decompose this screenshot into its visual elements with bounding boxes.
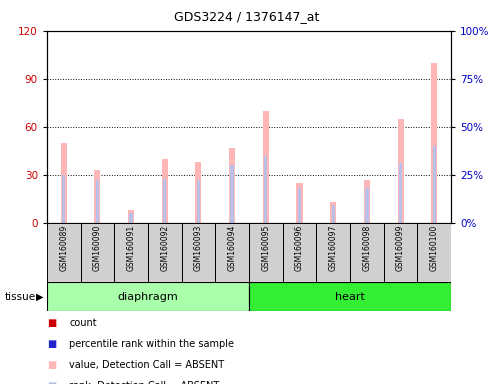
Bar xyxy=(282,223,317,282)
Text: ■: ■ xyxy=(47,339,56,349)
Text: tissue: tissue xyxy=(5,291,36,302)
Bar xyxy=(298,188,301,223)
Bar xyxy=(47,282,249,311)
Text: GSM160096: GSM160096 xyxy=(295,225,304,271)
Text: ■: ■ xyxy=(47,360,56,370)
Bar xyxy=(264,156,268,223)
Bar xyxy=(399,163,402,223)
Bar xyxy=(432,146,436,223)
Bar xyxy=(397,119,404,223)
Bar xyxy=(350,223,384,282)
Text: GSM160098: GSM160098 xyxy=(362,225,371,271)
Text: GSM160094: GSM160094 xyxy=(228,225,237,271)
Text: ▶: ▶ xyxy=(35,291,43,302)
Bar xyxy=(62,175,66,223)
Text: ■: ■ xyxy=(47,381,56,384)
Text: diaphragm: diaphragm xyxy=(117,291,178,302)
Text: percentile rank within the sample: percentile rank within the sample xyxy=(69,339,234,349)
Text: heart: heart xyxy=(335,291,365,302)
Bar xyxy=(163,179,167,223)
Bar xyxy=(128,210,134,223)
Bar xyxy=(365,188,369,223)
Bar xyxy=(229,147,235,223)
Text: count: count xyxy=(69,318,97,328)
Bar xyxy=(94,170,101,223)
Bar xyxy=(96,180,99,223)
Bar xyxy=(263,111,269,223)
Bar xyxy=(418,223,451,282)
Bar xyxy=(230,165,234,223)
Text: GSM160091: GSM160091 xyxy=(127,225,136,271)
Bar xyxy=(129,213,133,223)
Text: GSM160097: GSM160097 xyxy=(329,225,338,271)
Text: GSM160099: GSM160099 xyxy=(396,225,405,271)
Bar xyxy=(249,223,282,282)
Text: GSM160095: GSM160095 xyxy=(261,225,270,271)
Bar xyxy=(80,223,114,282)
Text: GSM160090: GSM160090 xyxy=(93,225,102,271)
Text: GSM160100: GSM160100 xyxy=(430,225,439,271)
Bar xyxy=(317,223,350,282)
Bar xyxy=(181,223,215,282)
Bar xyxy=(162,159,168,223)
Text: rank, Detection Call = ABSENT: rank, Detection Call = ABSENT xyxy=(69,381,219,384)
Bar xyxy=(249,282,451,311)
Bar xyxy=(384,223,418,282)
Bar xyxy=(197,180,200,223)
Bar xyxy=(148,223,181,282)
Text: value, Detection Call = ABSENT: value, Detection Call = ABSENT xyxy=(69,360,224,370)
Bar xyxy=(431,63,437,223)
Text: GSM160093: GSM160093 xyxy=(194,225,203,271)
Bar xyxy=(47,223,80,282)
Bar xyxy=(331,205,335,223)
Bar xyxy=(364,180,370,223)
Text: GSM160092: GSM160092 xyxy=(160,225,169,271)
Text: ■: ■ xyxy=(47,318,56,328)
Bar xyxy=(61,143,67,223)
Bar xyxy=(215,223,249,282)
Bar xyxy=(114,223,148,282)
Text: GDS3224 / 1376147_at: GDS3224 / 1376147_at xyxy=(174,10,319,23)
Bar xyxy=(330,202,336,223)
Bar xyxy=(195,162,202,223)
Text: GSM160089: GSM160089 xyxy=(59,225,68,271)
Bar xyxy=(296,183,303,223)
